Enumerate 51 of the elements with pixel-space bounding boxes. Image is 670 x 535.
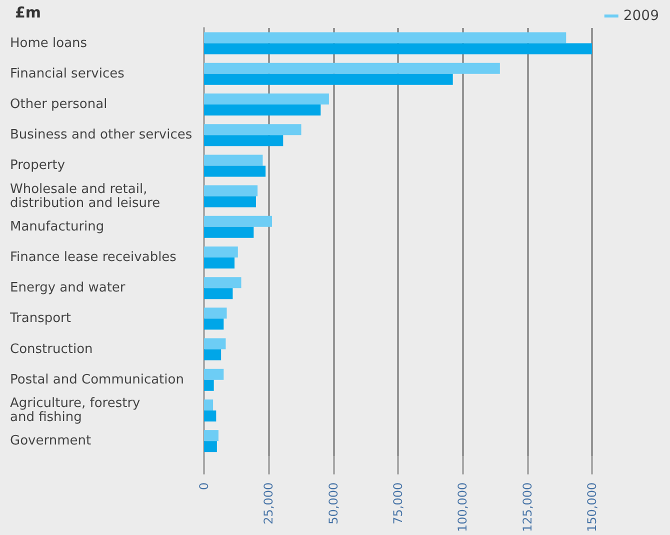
x-tick-label: 100,000 (456, 482, 470, 532)
x-tick-label: 75,000 (391, 482, 405, 524)
bar (204, 166, 266, 177)
bar (204, 338, 226, 350)
bar (204, 399, 214, 410)
bar (204, 277, 242, 288)
y-tick-label: Home loans (10, 36, 88, 51)
y-tick-label: Postal and Communication (10, 372, 184, 388)
x-tick-label: 125,000 (520, 482, 534, 532)
bar (204, 124, 302, 136)
bar (204, 196, 256, 208)
bar (204, 154, 263, 166)
bar (204, 74, 453, 85)
y-axis-title: £m (15, 4, 42, 22)
bar (204, 135, 284, 146)
y-tick-label: Property (10, 158, 66, 174)
y-tick-label: Financial services (10, 66, 125, 82)
legend-label: 2009 (623, 8, 660, 24)
bar (204, 410, 216, 422)
bar (204, 430, 218, 442)
x-tick-label: 0 (197, 482, 211, 490)
bar (204, 441, 217, 452)
bar (204, 43, 592, 54)
bar (204, 257, 235, 268)
bar (204, 216, 272, 227)
y-tick-label: Wholesale and retail, distribution and leisure (10, 182, 160, 211)
bar (204, 185, 258, 196)
bar (204, 62, 500, 74)
y-tick-label: Energy and water (10, 280, 126, 296)
y-tick-label: Agriculture, forestry and fishing (10, 396, 141, 425)
x-tick-label: 25,000 (262, 482, 276, 524)
bar (204, 308, 227, 319)
y-tick-label: Business and other services (10, 128, 192, 143)
bar (204, 380, 214, 391)
y-tick-label: Other personal (10, 96, 108, 112)
bar (204, 104, 321, 116)
x-tick-label: 50,000 (326, 482, 340, 524)
x-tick-label: 150,000 (585, 482, 599, 532)
y-tick-label: Government (10, 434, 92, 449)
bar (204, 93, 329, 104)
bar (204, 288, 233, 300)
y-tick-label: Transport (9, 311, 72, 326)
y-tick-label: Manufacturing (10, 219, 104, 234)
bar (204, 349, 222, 360)
bar (204, 226, 254, 238)
y-tick-label: Construction (10, 342, 93, 357)
bar (204, 318, 224, 330)
bar (204, 32, 566, 44)
y-tick-label: Finance lease receivables (10, 250, 177, 265)
bar (204, 368, 224, 380)
bar (204, 246, 238, 258)
